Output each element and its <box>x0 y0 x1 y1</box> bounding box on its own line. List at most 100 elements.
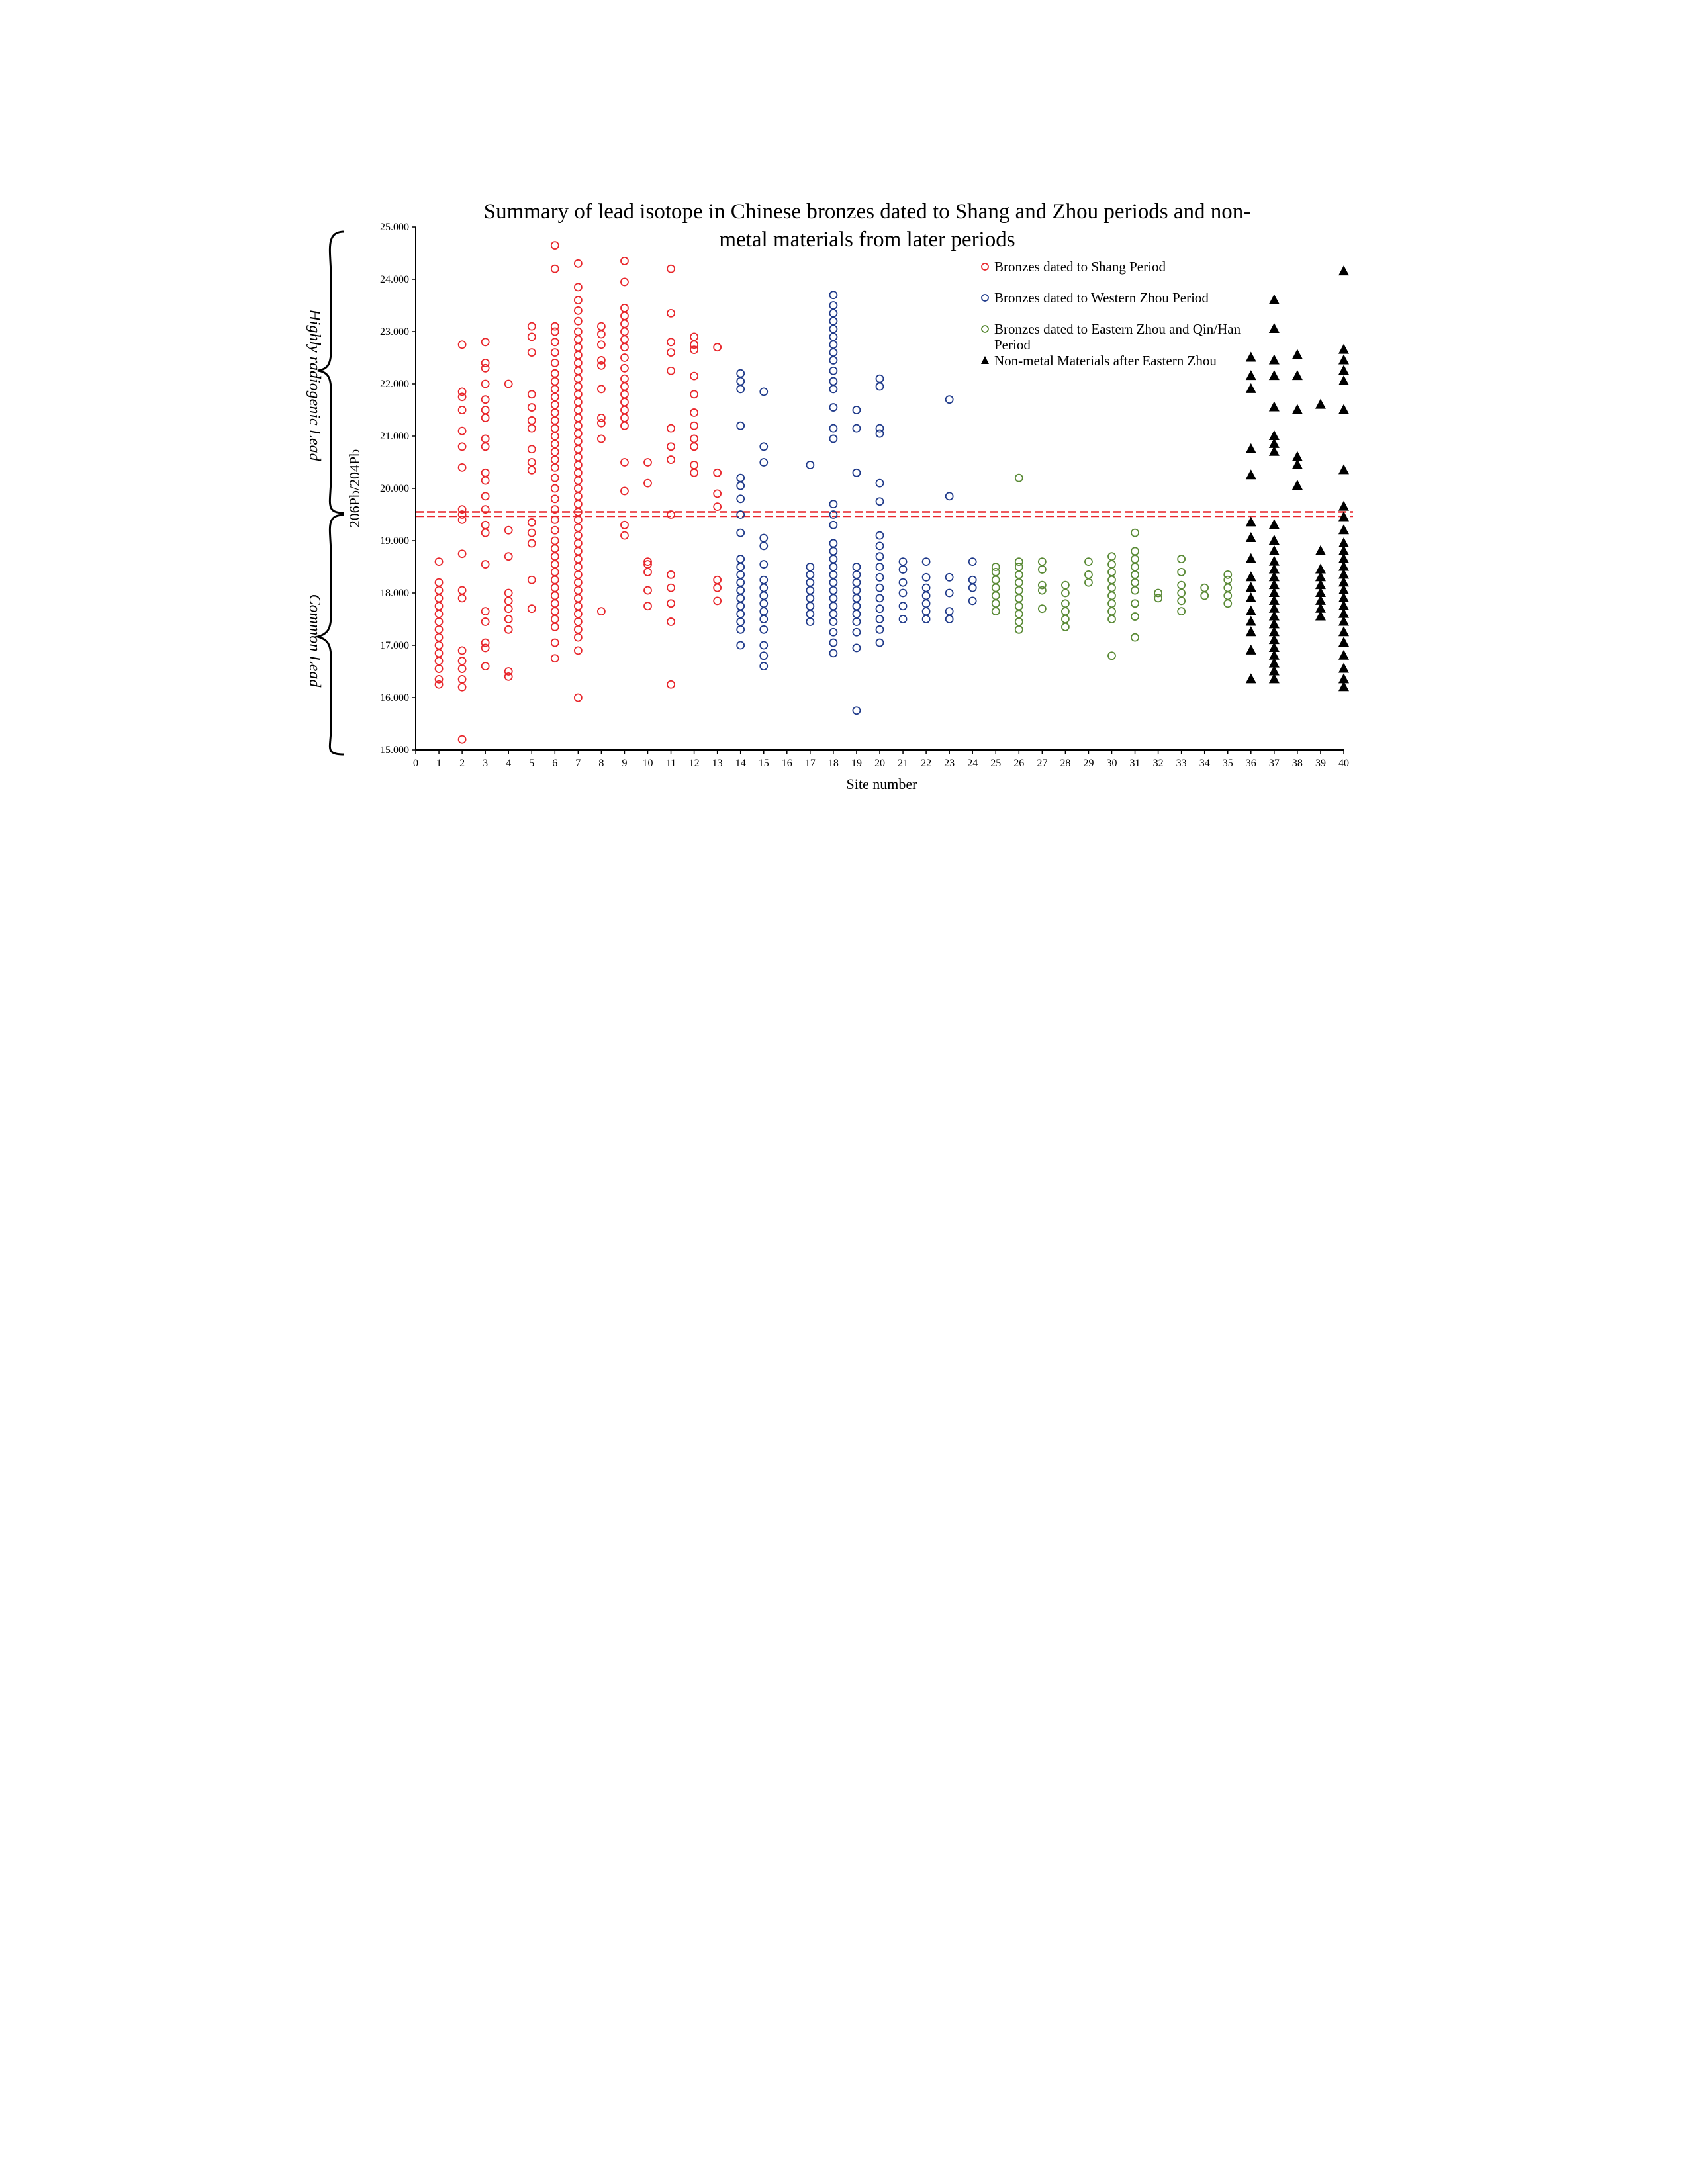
data-point <box>898 602 908 611</box>
data-point <box>620 335 629 344</box>
data-point <box>1223 583 1233 592</box>
data-point <box>1245 605 1256 615</box>
data-point <box>806 594 815 603</box>
data-point <box>875 638 884 647</box>
data-point <box>1061 607 1070 616</box>
x-tick-label: 33 <box>1176 758 1187 769</box>
data-point <box>620 327 629 336</box>
data-point <box>527 445 536 454</box>
data-point <box>829 324 838 334</box>
data-point <box>898 578 908 587</box>
data-point <box>759 625 769 634</box>
data-point <box>1338 626 1349 637</box>
data-point <box>620 382 629 391</box>
data-point <box>759 541 769 551</box>
data-point <box>898 615 908 623</box>
data-point <box>852 627 861 637</box>
data-point <box>1107 615 1116 623</box>
data-point <box>1338 662 1349 673</box>
data-point <box>759 615 769 623</box>
data-point <box>898 588 908 598</box>
data-point <box>1268 626 1280 637</box>
legend-marker <box>981 263 989 271</box>
data-point <box>829 291 838 300</box>
series-1 <box>434 241 722 744</box>
x-tick-label: 20 <box>874 758 885 769</box>
data-point <box>875 563 884 571</box>
x-tick-label: 32 <box>1153 758 1164 769</box>
data-point <box>852 594 861 603</box>
data-point <box>504 672 513 681</box>
data-point <box>1245 469 1256 480</box>
data-point <box>573 453 583 461</box>
data-point <box>713 489 722 498</box>
data-point <box>690 371 698 381</box>
data-point <box>1014 563 1023 571</box>
data-point <box>875 382 884 391</box>
data-point <box>550 525 559 535</box>
data-point <box>852 617 861 626</box>
data-point <box>1291 459 1303 469</box>
data-point <box>806 610 815 618</box>
data-point <box>667 455 675 464</box>
data-point <box>1107 599 1116 608</box>
data-point <box>620 520 629 529</box>
data-point <box>573 366 583 375</box>
y-tick-label: 18.000 <box>380 588 409 599</box>
data-point <box>829 348 838 357</box>
data-point <box>550 544 559 553</box>
data-point <box>736 385 745 394</box>
data-point <box>806 563 815 571</box>
data-point <box>875 497 884 506</box>
data-point <box>945 607 954 616</box>
data-point <box>759 599 769 608</box>
data-point <box>1107 583 1116 592</box>
data-point <box>968 575 977 584</box>
data-point <box>991 599 1000 608</box>
data-point <box>504 525 513 535</box>
data-point <box>573 390 583 399</box>
data-point <box>573 586 583 595</box>
data-point <box>736 610 745 618</box>
data-point <box>481 607 490 616</box>
data-point <box>1107 591 1116 600</box>
data-point <box>1268 634 1280 645</box>
chart-title-line-2: metal materials from later periods <box>719 228 1015 251</box>
data-point <box>829 385 838 394</box>
data-point <box>550 348 559 357</box>
data-point <box>690 468 698 477</box>
data-point <box>1014 617 1023 626</box>
data-point <box>550 416 559 425</box>
data-point <box>829 638 838 647</box>
data-point <box>667 617 675 626</box>
data-point <box>1014 625 1023 634</box>
data-point <box>736 494 745 504</box>
data-point <box>667 338 675 347</box>
data-point <box>1338 511 1349 522</box>
data-point <box>1245 532 1256 543</box>
data-point <box>434 586 444 595</box>
data-point <box>1177 607 1186 616</box>
data-point <box>434 657 444 666</box>
data-point <box>875 583 884 592</box>
data-point <box>1037 565 1047 574</box>
data-point <box>945 395 954 404</box>
data-point <box>434 641 444 650</box>
data-point <box>620 458 629 467</box>
data-point <box>713 343 722 352</box>
data-point <box>1338 500 1349 511</box>
data-point <box>945 572 954 582</box>
data-point <box>667 599 675 608</box>
data-point <box>527 390 536 399</box>
data-point <box>434 664 444 673</box>
data-point <box>1131 528 1139 537</box>
data-point <box>550 516 559 524</box>
data-point <box>597 356 606 365</box>
data-point <box>457 735 467 744</box>
data-point <box>457 340 467 349</box>
data-point <box>991 568 1000 576</box>
data-point <box>759 662 769 670</box>
data-point <box>1245 383 1256 393</box>
y-tick-label: 22.000 <box>380 379 409 390</box>
data-point <box>829 510 838 519</box>
